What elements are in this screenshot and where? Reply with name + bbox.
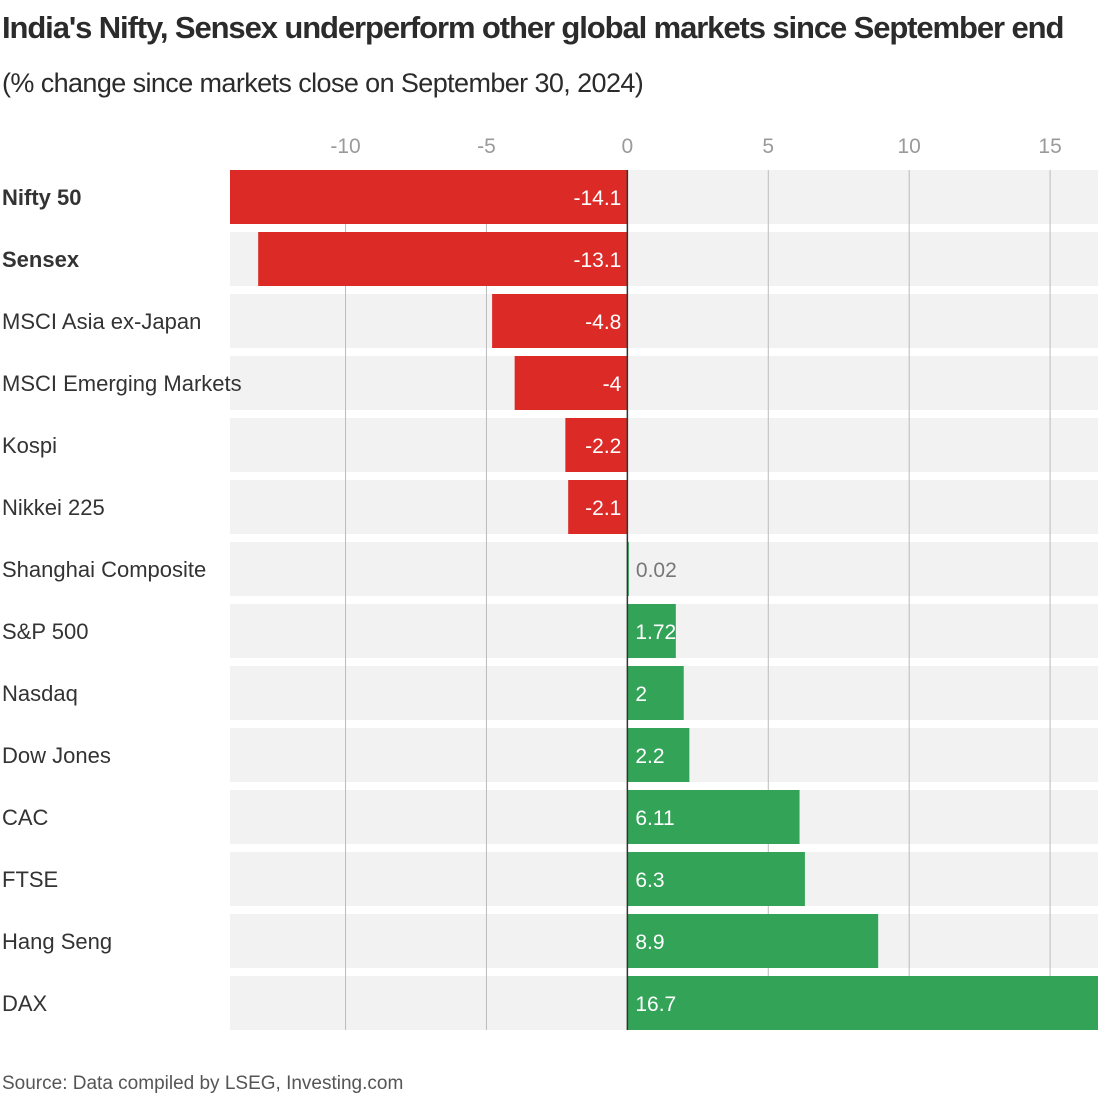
value-labels: -14.1 -13.1 -4.8 -4 -2.2 -2.1 0.02 1.72 2 2.2 6.11…	[573, 187, 676, 1016]
value-label: 2.2	[635, 745, 664, 768]
x-tick-label: 0	[622, 135, 634, 158]
value-label: -13.1	[573, 249, 621, 272]
bar	[627, 914, 879, 968]
bar	[565, 418, 628, 472]
bar	[627, 728, 690, 782]
value-label: -2.1	[585, 497, 621, 520]
bar	[492, 294, 628, 348]
category-label: MSCI Emerging Markets	[2, 371, 242, 396]
value-label: -2.2	[585, 435, 621, 458]
category-label: Sensex	[2, 247, 80, 272]
x-tick-label: -10	[330, 135, 360, 158]
row-background	[230, 542, 1098, 596]
row-background	[230, 294, 1098, 348]
category-label: Kospi	[2, 433, 57, 458]
category-label: Nifty 50	[2, 185, 81, 210]
value-label: 2	[635, 683, 647, 706]
category-label: DAX	[2, 991, 48, 1016]
x-tick-label: 15	[1038, 135, 1061, 158]
value-label: 8.9	[635, 931, 664, 954]
value-label: 6.3	[635, 869, 664, 892]
row-background	[230, 418, 1098, 472]
bar	[627, 666, 684, 720]
value-label: -4.8	[585, 311, 621, 334]
value-label: -14.1	[573, 187, 621, 210]
value-label: 6.11	[635, 807, 674, 830]
row-background	[230, 356, 1098, 410]
value-label: -4	[603, 373, 622, 396]
x-axis-ticks: -10 -5 0 5 10 15	[330, 135, 1061, 158]
gridlines	[345, 170, 1051, 1030]
category-label: FTSE	[2, 867, 58, 892]
category-label: S&P 500	[2, 619, 88, 644]
bar	[230, 170, 628, 224]
category-label: Hang Seng	[2, 929, 112, 954]
category-label: Dow Jones	[2, 743, 111, 768]
bar	[568, 480, 628, 534]
source-note: Source: Data compiled by LSEG, Investing…	[2, 1073, 404, 1094]
chart-title: India's Nifty, Sensex underperform other…	[2, 10, 1064, 45]
bars	[230, 170, 1098, 1030]
x-tick-label: -5	[477, 135, 496, 158]
bar	[627, 790, 800, 844]
x-tick-label: 5	[762, 135, 774, 158]
bar	[627, 976, 1098, 1030]
value-label: 0.02	[636, 559, 677, 582]
category-labels: Nifty 50 Sensex MSCI Asia ex-Japan MSCI Eme…	[2, 185, 242, 1016]
category-label: Shanghai Composite	[2, 557, 206, 582]
bar	[627, 604, 676, 658]
row-background	[230, 480, 1098, 534]
bar	[514, 356, 628, 410]
category-label: Nikkei 225	[2, 495, 105, 520]
value-label: 1.72	[635, 621, 676, 644]
bar	[627, 852, 805, 906]
category-label: Nasdaq	[2, 681, 78, 706]
category-label: MSCI Asia ex-Japan	[2, 309, 201, 334]
bar	[258, 232, 628, 286]
value-label: 16.7	[635, 993, 676, 1016]
category-label: CAC	[2, 805, 49, 830]
x-tick-label: 10	[898, 135, 921, 158]
chart-subtitle: (% change since markets close on Septemb…	[2, 68, 644, 98]
